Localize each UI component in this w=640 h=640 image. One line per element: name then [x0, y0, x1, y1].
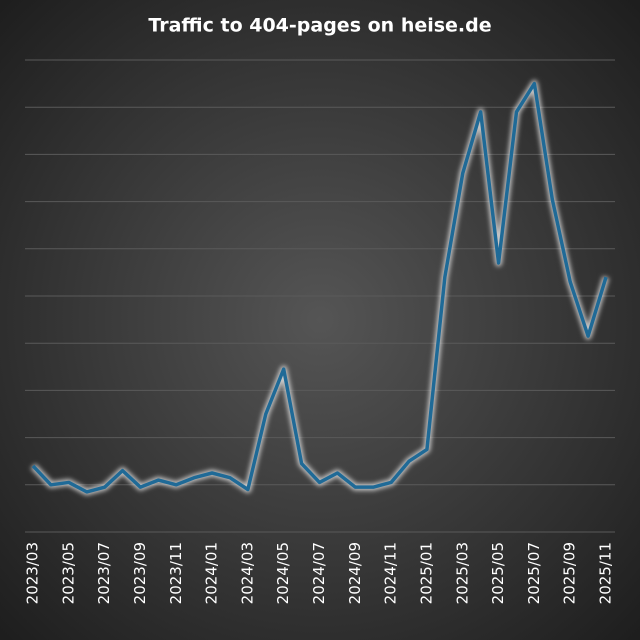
x-tick-label: 2025/09	[561, 542, 579, 604]
x-tick-label: 2025/03	[453, 542, 471, 604]
x-tick-label: 2024/03	[238, 542, 256, 604]
x-tick-label: 2023/03	[24, 542, 42, 604]
x-tick-label: 2024/01	[203, 542, 221, 604]
chart-title: Traffic to 404-pages on heise.de	[148, 15, 491, 37]
x-tick-label: 2024/07	[310, 542, 328, 604]
x-tick-label: 2023/05	[59, 542, 77, 604]
x-tick-label: 2025/07	[525, 542, 543, 604]
x-tick-label: 2023/11	[167, 542, 185, 604]
x-tick-label: 2023/07	[95, 542, 113, 604]
x-tick-label: 2025/05	[489, 542, 507, 604]
x-tick-label: 2024/09	[346, 542, 364, 604]
x-tick-label: 2024/11	[382, 542, 400, 604]
x-tick-label: 2024/05	[274, 542, 292, 604]
x-tick-label: 2025/11	[597, 542, 615, 604]
x-tick-label: 2023/09	[131, 542, 149, 604]
x-tick-label: 2025/01	[417, 542, 435, 604]
line	[31, 81, 608, 494]
